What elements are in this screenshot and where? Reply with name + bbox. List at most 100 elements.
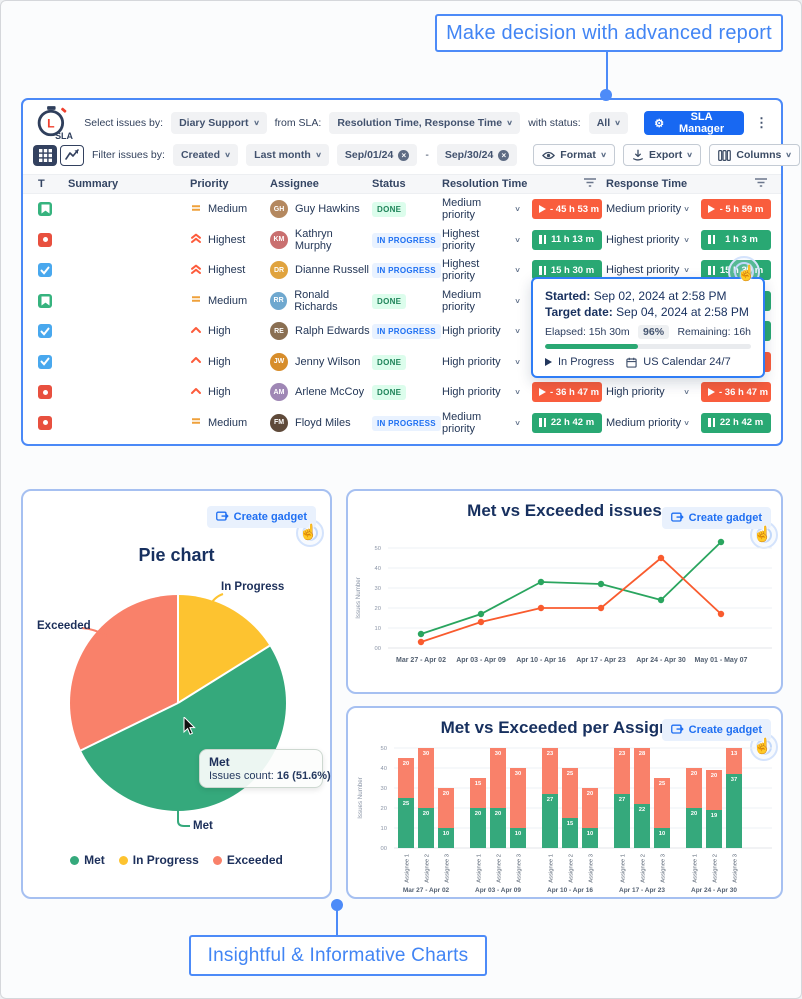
bar-chart-title: Met vs Exceeded per Assignee xyxy=(440,718,689,737)
format-dropdown[interactable]: Format ∨ xyxy=(533,144,616,166)
resolution-time-badge[interactable]: 15 h 30 m xyxy=(532,260,602,281)
hand-cursor-icon: ☝ xyxy=(753,526,772,543)
bug-type-icon xyxy=(38,385,52,400)
table-header-row: T Summary Priority Assignee Status Resol… xyxy=(23,174,781,194)
priority-cell: Highest xyxy=(190,232,270,247)
resolution-priority-dropdown[interactable]: Highest priority ∨ xyxy=(442,258,521,283)
resolution-priority-dropdown[interactable]: High priority ∨ xyxy=(442,325,521,338)
filter-icon[interactable] xyxy=(755,178,767,190)
col-header-response-time[interactable]: Response Time xyxy=(606,178,688,190)
response-priority-dropdown[interactable]: Highest priority ∨ xyxy=(606,233,690,246)
tooltip-calendar: US Calendar 24/7 xyxy=(643,356,731,368)
svg-text:L: L xyxy=(47,117,55,131)
svg-text:Assignee 3: Assignee 3 xyxy=(661,854,667,883)
response-priority-dropdown[interactable]: Medium priority ∨ xyxy=(606,203,690,216)
resolution-priority-dropdown[interactable]: Medium priority ∨ xyxy=(442,288,521,313)
table-row[interactable]: Medium GH Guy Hawkins DONE Medium priori… xyxy=(23,194,781,225)
resolution-time-badge[interactable]: 22 h 42 m xyxy=(532,412,602,433)
svg-text:Assignee 2: Assignee 2 xyxy=(641,854,647,883)
resolution-time-badge[interactable]: - 36 h 47 m xyxy=(532,382,602,403)
filter-field-dropdown[interactable]: Created ∨ xyxy=(172,144,239,166)
response-time-badge[interactable]: - 36 h 47 m xyxy=(701,382,771,403)
create-gadget-button[interactable]: Create gadget xyxy=(661,507,771,529)
status-badge: DONE xyxy=(372,202,407,218)
resolution-priority-dropdown[interactable]: Medium priority ∨ xyxy=(442,410,521,435)
callout-bottom-connector xyxy=(336,907,338,936)
chevron-down-icon: ∨ xyxy=(514,236,521,244)
bug-type-icon xyxy=(38,415,52,430)
resolution-priority-dropdown[interactable]: High priority ∨ xyxy=(442,386,521,399)
export-dropdown[interactable]: Export ∨ xyxy=(623,144,702,166)
sla-manager-button[interactable]: ⚙ SLA Manager xyxy=(644,111,744,135)
legend-item: Exceeded xyxy=(212,853,283,867)
filter-range-dropdown[interactable]: Last month ∨ xyxy=(246,144,329,166)
date-to-chip[interactable]: Sep/30/24 × xyxy=(436,144,518,166)
create-gadget-button[interactable]: Create gadget xyxy=(206,506,316,528)
chevron-down-icon: ∨ xyxy=(683,267,690,275)
svg-text:Apr 24 - Apr 30: Apr 24 - Apr 30 xyxy=(636,657,686,664)
table-row[interactable]: High AM Arlene McCoy DONE High priority ∨… xyxy=(23,377,781,408)
create-gadget-button[interactable]: Create gadget xyxy=(661,719,771,741)
chevron-down-icon: ∨ xyxy=(686,152,694,159)
sla-app-logo: L SLA xyxy=(37,106,74,141)
status-dropdown[interactable]: All ∨ xyxy=(588,112,629,134)
callout-top-dot xyxy=(600,89,612,101)
select-issues-dropdown[interactable]: Diary Support ∨ xyxy=(171,112,267,134)
response-time-badge[interactable]: - 5 h 59 m xyxy=(701,199,771,220)
clear-icon[interactable]: × xyxy=(398,149,410,161)
col-header-priority[interactable]: Priority xyxy=(190,178,229,190)
table-view-toggle[interactable] xyxy=(33,144,57,166)
svg-text:10: 10 xyxy=(381,826,387,832)
col-header-assignee[interactable]: Assignee xyxy=(270,178,319,190)
play-icon xyxy=(539,388,546,397)
tooltip-elapsed-row: Elapsed: 15h 30m 96% Remaining: 16h xyxy=(545,325,751,339)
avatar: AM xyxy=(270,383,288,402)
svg-text:25: 25 xyxy=(659,781,666,787)
svg-text:23: 23 xyxy=(547,751,554,757)
resolution-priority-dropdown[interactable]: High priority ∨ xyxy=(442,355,521,368)
priority-cell: Highest xyxy=(190,263,270,278)
svg-text:20: 20 xyxy=(443,791,449,797)
svg-text:Apr 03 - Apr 09: Apr 03 - Apr 09 xyxy=(475,887,521,894)
clear-icon[interactable]: × xyxy=(498,149,510,161)
date-from-chip[interactable]: Sep/01/24 × xyxy=(336,144,418,166)
priority-high-icon xyxy=(190,354,202,369)
priority-cell: Medium xyxy=(190,415,270,430)
table-row[interactable]: Highest KM Kathryn Murphy IN PROGRESS Hi… xyxy=(23,225,781,256)
table-row[interactable]: Medium FM Floyd Miles IN PROGRESS Medium… xyxy=(23,408,781,439)
svg-text:40: 40 xyxy=(375,566,381,572)
task-type-icon xyxy=(38,324,52,339)
columns-dropdown[interactable]: Columns ∨ xyxy=(709,144,801,166)
response-priority-dropdown[interactable]: High priority ∨ xyxy=(606,386,690,399)
response-priority-dropdown[interactable]: Medium priority ∨ xyxy=(606,416,690,429)
filter-icon[interactable] xyxy=(584,178,596,190)
pie-label-in-progress: In Progress xyxy=(221,581,285,593)
svg-text:19: 19 xyxy=(711,813,718,819)
resolution-priority-dropdown[interactable]: Medium priority ∨ xyxy=(442,197,521,222)
filter-issues-label: Filter issues by: xyxy=(92,149,165,161)
response-time-badge[interactable]: 22 h 42 m xyxy=(701,412,771,433)
sla-fields-dropdown[interactable]: Resolution Time, Response Time ∨ xyxy=(329,112,521,134)
status-badge: DONE xyxy=(372,293,407,309)
resolution-priority-dropdown[interactable]: Highest priority ∨ xyxy=(442,227,521,252)
svg-text:20: 20 xyxy=(381,806,387,812)
col-header-summary[interactable]: Summary xyxy=(68,178,119,190)
chevron-down-icon: ∨ xyxy=(224,152,231,159)
priority-medium-icon xyxy=(190,415,202,430)
resolution-time-badge[interactable]: 11 h 13 m xyxy=(532,229,602,250)
pie-label-met: Met xyxy=(193,820,213,832)
svg-text:27: 27 xyxy=(547,797,553,803)
response-priority-dropdown[interactable]: Highest priority ∨ xyxy=(606,264,690,277)
chevron-down-icon: ∨ xyxy=(252,120,260,127)
resolution-time-badge[interactable]: - 45 h 53 m xyxy=(532,199,602,220)
svg-text:15: 15 xyxy=(567,821,574,827)
trend-chart-icon xyxy=(64,149,79,160)
col-header-type[interactable]: T xyxy=(38,178,45,190)
chart-view-toggle[interactable] xyxy=(60,144,84,166)
col-header-resolution-time[interactable]: Resolution Time xyxy=(442,178,528,190)
response-time-badge[interactable]: 1 h 3 m xyxy=(701,229,771,250)
assignee-cell: GH Guy Hawkins xyxy=(270,200,372,219)
more-menu-icon[interactable]: ⋮ xyxy=(755,115,768,130)
from-sla-label: from SLA: xyxy=(274,117,322,129)
col-header-status[interactable]: Status xyxy=(372,178,406,190)
